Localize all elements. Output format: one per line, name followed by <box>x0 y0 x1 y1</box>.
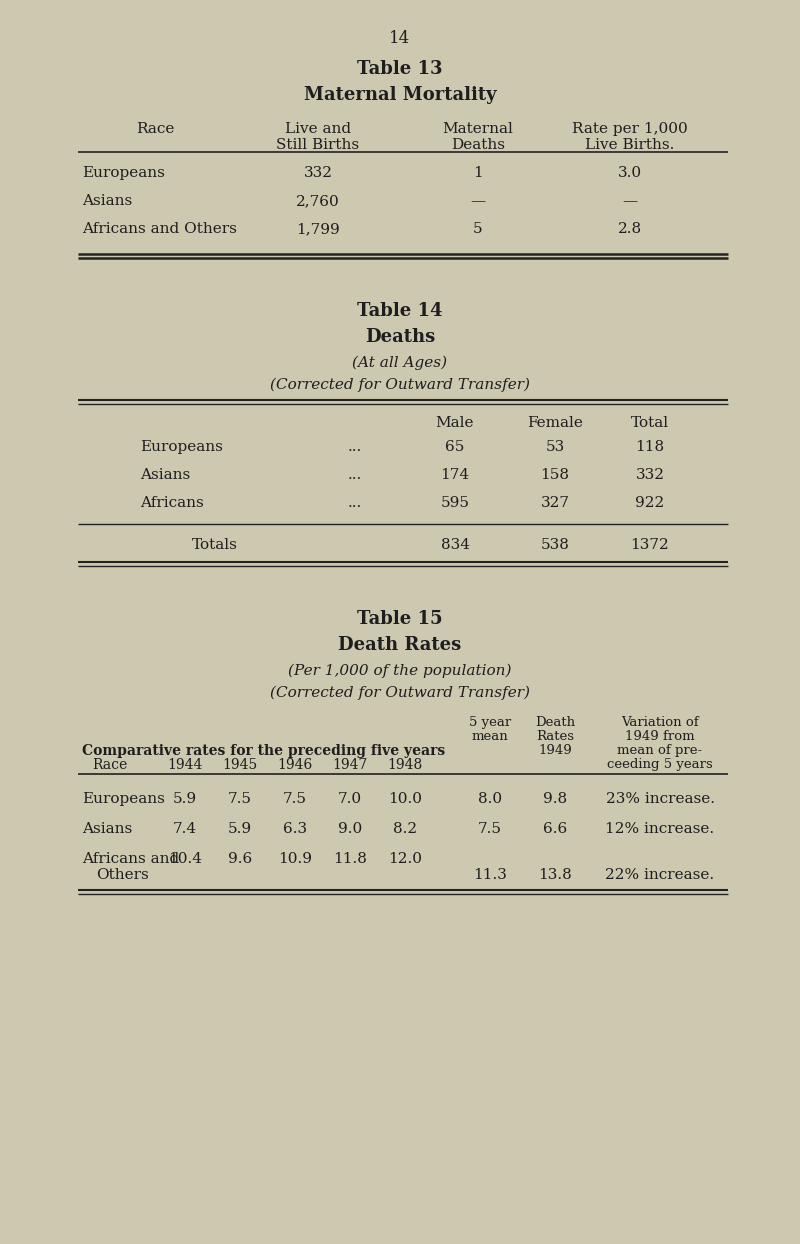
Text: ...: ... <box>348 468 362 481</box>
Text: 14: 14 <box>390 30 410 47</box>
Text: 22% increase.: 22% increase. <box>606 868 714 882</box>
Text: Race: Race <box>136 122 174 136</box>
Text: 158: 158 <box>541 468 570 481</box>
Text: 10.9: 10.9 <box>278 852 312 866</box>
Text: Africans: Africans <box>140 496 204 510</box>
Text: 834: 834 <box>441 537 470 552</box>
Text: 1947: 1947 <box>332 758 368 773</box>
Text: 1946: 1946 <box>278 758 313 773</box>
Text: Europeans: Europeans <box>82 792 165 806</box>
Text: (Corrected for Outward Transfer): (Corrected for Outward Transfer) <box>270 685 530 700</box>
Text: mean of pre-: mean of pre- <box>618 744 702 758</box>
Text: 174: 174 <box>441 468 470 481</box>
Text: —: — <box>470 194 486 208</box>
Text: Rates: Rates <box>536 730 574 743</box>
Text: 10.4: 10.4 <box>168 852 202 866</box>
Text: 118: 118 <box>635 440 665 454</box>
Text: 538: 538 <box>541 537 570 552</box>
Text: 11.8: 11.8 <box>333 852 367 866</box>
Text: 10.0: 10.0 <box>388 792 422 806</box>
Text: Maternal: Maternal <box>442 122 514 136</box>
Text: 2.8: 2.8 <box>618 221 642 236</box>
Text: Death: Death <box>535 717 575 729</box>
Text: 9.0: 9.0 <box>338 822 362 836</box>
Text: 7.5: 7.5 <box>283 792 307 806</box>
Text: Table 15: Table 15 <box>357 610 443 628</box>
Text: Live and: Live and <box>285 122 351 136</box>
Text: 8.0: 8.0 <box>478 792 502 806</box>
Text: 7.5: 7.5 <box>478 822 502 836</box>
Text: 5 year: 5 year <box>469 717 511 729</box>
Text: Totals: Totals <box>192 537 238 552</box>
Text: 65: 65 <box>446 440 465 454</box>
Text: Others: Others <box>96 868 149 882</box>
Text: 8.2: 8.2 <box>393 822 417 836</box>
Text: 1,799: 1,799 <box>296 221 340 236</box>
Text: Still Births: Still Births <box>277 138 359 152</box>
Text: Male: Male <box>436 415 474 430</box>
Text: 7.0: 7.0 <box>338 792 362 806</box>
Text: Table 13: Table 13 <box>358 60 442 78</box>
Text: (At all Ages): (At all Ages) <box>353 356 447 371</box>
Text: Race: Race <box>92 758 128 773</box>
Text: 332: 332 <box>303 165 333 180</box>
Text: 9.8: 9.8 <box>543 792 567 806</box>
Text: Death Rates: Death Rates <box>338 636 462 654</box>
Text: 11.3: 11.3 <box>473 868 507 882</box>
Text: 1944: 1944 <box>167 758 202 773</box>
Text: (Corrected for Outward Transfer): (Corrected for Outward Transfer) <box>270 378 530 392</box>
Text: 1949 from: 1949 from <box>625 730 695 743</box>
Text: 12.0: 12.0 <box>388 852 422 866</box>
Text: 23% increase.: 23% increase. <box>606 792 714 806</box>
Text: 5: 5 <box>473 221 483 236</box>
Text: Female: Female <box>527 415 583 430</box>
Text: 332: 332 <box>635 468 665 481</box>
Text: 6.3: 6.3 <box>283 822 307 836</box>
Text: Asians: Asians <box>82 822 132 836</box>
Text: 6.6: 6.6 <box>543 822 567 836</box>
Text: 327: 327 <box>541 496 570 510</box>
Text: 7.4: 7.4 <box>173 822 197 836</box>
Text: 3.0: 3.0 <box>618 165 642 180</box>
Text: Deaths: Deaths <box>365 328 435 346</box>
Text: 2,760: 2,760 <box>296 194 340 208</box>
Text: 12% increase.: 12% increase. <box>606 822 714 836</box>
Text: Africans and Others: Africans and Others <box>82 221 237 236</box>
Text: 5.9: 5.9 <box>228 822 252 836</box>
Text: 13.8: 13.8 <box>538 868 572 882</box>
Text: ...: ... <box>348 440 362 454</box>
Text: 53: 53 <box>546 440 565 454</box>
Text: Rate per 1,000: Rate per 1,000 <box>572 122 688 136</box>
Text: mean: mean <box>472 730 508 743</box>
Text: Variation of: Variation of <box>621 717 699 729</box>
Text: 1: 1 <box>473 165 483 180</box>
Text: Asians: Asians <box>140 468 190 481</box>
Text: 1945: 1945 <box>222 758 258 773</box>
Text: Table 14: Table 14 <box>358 302 442 320</box>
Text: ...: ... <box>348 496 362 510</box>
Text: Comparative rates for the preceding five years: Comparative rates for the preceding five… <box>82 744 446 758</box>
Text: Deaths: Deaths <box>451 138 505 152</box>
Text: 1949: 1949 <box>538 744 572 758</box>
Text: 7.5: 7.5 <box>228 792 252 806</box>
Text: 922: 922 <box>635 496 665 510</box>
Text: ceeding 5 years: ceeding 5 years <box>607 758 713 771</box>
Text: Total: Total <box>631 415 669 430</box>
Text: Africans and: Africans and <box>82 852 179 866</box>
Text: 1948: 1948 <box>387 758 422 773</box>
Text: 1372: 1372 <box>630 537 670 552</box>
Text: 595: 595 <box>441 496 470 510</box>
Text: (Per 1,000 of the population): (Per 1,000 of the population) <box>288 664 512 678</box>
Text: Asians: Asians <box>82 194 132 208</box>
Text: Europeans: Europeans <box>140 440 223 454</box>
Text: 5.9: 5.9 <box>173 792 197 806</box>
Text: Europeans: Europeans <box>82 165 165 180</box>
Text: Live Births.: Live Births. <box>586 138 674 152</box>
Text: Maternal Mortality: Maternal Mortality <box>304 86 496 104</box>
Text: —: — <box>622 194 638 208</box>
Text: 9.6: 9.6 <box>228 852 252 866</box>
